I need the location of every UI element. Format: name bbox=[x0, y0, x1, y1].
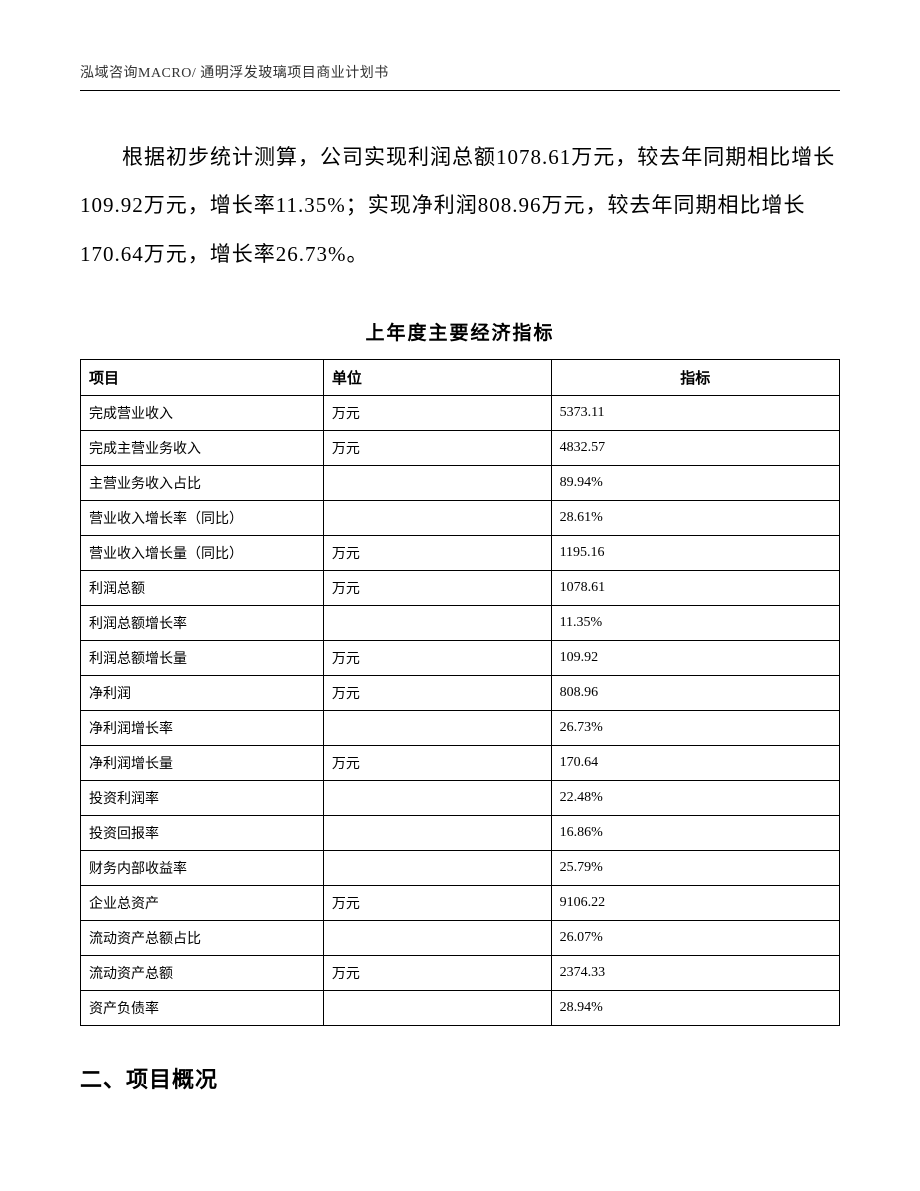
cell-item: 投资利润率 bbox=[81, 780, 324, 815]
cell-item: 利润总额 bbox=[81, 570, 324, 605]
table-row: 净利润万元808.96 bbox=[81, 675, 840, 710]
table-row: 净利润增长率 26.73% bbox=[81, 710, 840, 745]
cell-item: 营业收入增长量（同比） bbox=[81, 535, 324, 570]
cell-unit: 万元 bbox=[323, 745, 551, 780]
cell-unit bbox=[323, 815, 551, 850]
cell-unit bbox=[323, 465, 551, 500]
cell-value: 16.86% bbox=[551, 815, 839, 850]
cell-item: 资产负债率 bbox=[81, 990, 324, 1025]
col-header-indicator: 指标 bbox=[551, 359, 839, 395]
cell-value: 22.48% bbox=[551, 780, 839, 815]
cell-value: 28.61% bbox=[551, 500, 839, 535]
cell-item: 流动资产总额 bbox=[81, 955, 324, 990]
cell-value: 9106.22 bbox=[551, 885, 839, 920]
cell-item: 营业收入增长率（同比） bbox=[81, 500, 324, 535]
table-row: 利润总额增长率 11.35% bbox=[81, 605, 840, 640]
cell-value: 1195.16 bbox=[551, 535, 839, 570]
cell-unit: 万元 bbox=[323, 675, 551, 710]
cell-value: 28.94% bbox=[551, 990, 839, 1025]
cell-unit bbox=[323, 605, 551, 640]
col-header-item: 项目 bbox=[81, 359, 324, 395]
cell-value: 170.64 bbox=[551, 745, 839, 780]
cell-unit bbox=[323, 850, 551, 885]
economic-indicators-table: 项目 单位 指标 完成营业收入万元5373.11完成主营业务收入万元4832.5… bbox=[80, 359, 840, 1026]
cell-value: 1078.61 bbox=[551, 570, 839, 605]
table-row: 利润总额增长量万元109.92 bbox=[81, 640, 840, 675]
section-heading: 二、项目概况 bbox=[80, 1062, 840, 1094]
table-row: 财务内部收益率 25.79% bbox=[81, 850, 840, 885]
cell-value: 26.07% bbox=[551, 920, 839, 955]
col-header-unit: 单位 bbox=[323, 359, 551, 395]
cell-item: 净利润增长量 bbox=[81, 745, 324, 780]
cell-unit bbox=[323, 780, 551, 815]
cell-item: 利润总额增长率 bbox=[81, 605, 324, 640]
cell-item: 流动资产总额占比 bbox=[81, 920, 324, 955]
cell-value: 2374.33 bbox=[551, 955, 839, 990]
document-page: 泓域咨询MACRO/ 通明浮发玻璃项目商业计划书 根据初步统计测算，公司实现利润… bbox=[0, 0, 920, 1191]
table-row: 营业收入增长率（同比） 28.61% bbox=[81, 500, 840, 535]
cell-unit: 万元 bbox=[323, 535, 551, 570]
cell-value: 808.96 bbox=[551, 675, 839, 710]
page-header: 泓域咨询MACRO/ 通明浮发玻璃项目商业计划书 bbox=[80, 62, 840, 91]
cell-item: 利润总额增长量 bbox=[81, 640, 324, 675]
table-row: 流动资产总额万元2374.33 bbox=[81, 955, 840, 990]
table-row: 利润总额万元1078.61 bbox=[81, 570, 840, 605]
cell-unit bbox=[323, 710, 551, 745]
table-row: 投资回报率 16.86% bbox=[81, 815, 840, 850]
cell-value: 26.73% bbox=[551, 710, 839, 745]
table-row: 资产负债率 28.94% bbox=[81, 990, 840, 1025]
cell-item: 企业总资产 bbox=[81, 885, 324, 920]
cell-item: 净利润增长率 bbox=[81, 710, 324, 745]
cell-unit: 万元 bbox=[323, 885, 551, 920]
table-header-row: 项目 单位 指标 bbox=[81, 359, 840, 395]
table-row: 完成营业收入万元5373.11 bbox=[81, 395, 840, 430]
cell-item: 财务内部收益率 bbox=[81, 850, 324, 885]
cell-value: 25.79% bbox=[551, 850, 839, 885]
cell-unit bbox=[323, 920, 551, 955]
table-body: 完成营业收入万元5373.11完成主营业务收入万元4832.57主营业务收入占比… bbox=[81, 395, 840, 1025]
table-row: 主营业务收入占比 89.94% bbox=[81, 465, 840, 500]
cell-unit: 万元 bbox=[323, 395, 551, 430]
cell-item: 主营业务收入占比 bbox=[81, 465, 324, 500]
cell-unit: 万元 bbox=[323, 640, 551, 675]
cell-item: 完成主营业务收入 bbox=[81, 430, 324, 465]
table-row: 流动资产总额占比 26.07% bbox=[81, 920, 840, 955]
cell-value: 11.35% bbox=[551, 605, 839, 640]
cell-unit: 万元 bbox=[323, 570, 551, 605]
cell-item: 投资回报率 bbox=[81, 815, 324, 850]
table-row: 净利润增长量万元170.64 bbox=[81, 745, 840, 780]
table-row: 投资利润率 22.48% bbox=[81, 780, 840, 815]
cell-value: 5373.11 bbox=[551, 395, 839, 430]
cell-value: 89.94% bbox=[551, 465, 839, 500]
cell-unit bbox=[323, 990, 551, 1025]
table-row: 营业收入增长量（同比）万元1195.16 bbox=[81, 535, 840, 570]
cell-unit: 万元 bbox=[323, 430, 551, 465]
cell-value: 4832.57 bbox=[551, 430, 839, 465]
cell-unit bbox=[323, 500, 551, 535]
cell-unit: 万元 bbox=[323, 955, 551, 990]
cell-item: 完成营业收入 bbox=[81, 395, 324, 430]
table-title: 上年度主要经济指标 bbox=[80, 318, 840, 345]
cell-item: 净利润 bbox=[81, 675, 324, 710]
cell-value: 109.92 bbox=[551, 640, 839, 675]
table-row: 企业总资产万元9106.22 bbox=[81, 885, 840, 920]
table-row: 完成主营业务收入万元4832.57 bbox=[81, 430, 840, 465]
body-paragraph: 根据初步统计测算，公司实现利润总额1078.61万元，较去年同期相比增长109.… bbox=[80, 133, 840, 278]
